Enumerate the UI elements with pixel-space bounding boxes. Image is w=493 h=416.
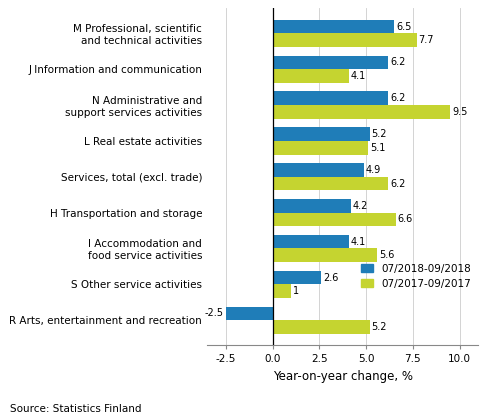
Text: 5.1: 5.1 [370,143,385,153]
Text: 4.1: 4.1 [351,237,366,247]
Bar [273,20,394,33]
Bar [273,235,349,248]
Bar [226,307,273,320]
Text: 2.6: 2.6 [323,272,338,282]
Bar [273,92,388,105]
Bar [273,213,396,226]
Text: 5.2: 5.2 [372,322,387,332]
Text: Source: Statistics Finland: Source: Statistics Finland [10,404,141,414]
Legend: 07/2018-09/2018, 07/2017-09/2017: 07/2018-09/2018, 07/2017-09/2017 [357,259,476,293]
Text: 6.5: 6.5 [396,22,411,32]
X-axis label: Year-on-year change, %: Year-on-year change, % [273,370,413,383]
Text: 4.2: 4.2 [353,201,368,211]
Bar [273,248,377,262]
Text: 6.2: 6.2 [390,93,406,103]
Bar [273,163,364,177]
Text: 1: 1 [293,286,299,296]
Bar [273,56,388,69]
Text: 5.6: 5.6 [379,250,394,260]
Text: 4.1: 4.1 [351,71,366,81]
Bar [273,177,388,191]
Bar [273,320,370,334]
Text: 6.2: 6.2 [390,178,406,188]
Text: 4.9: 4.9 [366,165,381,175]
Bar [273,271,321,285]
Text: -2.5: -2.5 [205,308,224,318]
Bar [273,69,349,83]
Bar [273,33,417,47]
Text: 6.6: 6.6 [398,215,413,225]
Text: 5.2: 5.2 [372,129,387,139]
Text: 9.5: 9.5 [452,107,467,117]
Text: 7.7: 7.7 [419,35,434,45]
Bar [273,199,351,213]
Bar [273,285,291,298]
Bar [273,141,368,155]
Text: 6.2: 6.2 [390,57,406,67]
Bar [273,127,370,141]
Bar [273,105,450,119]
